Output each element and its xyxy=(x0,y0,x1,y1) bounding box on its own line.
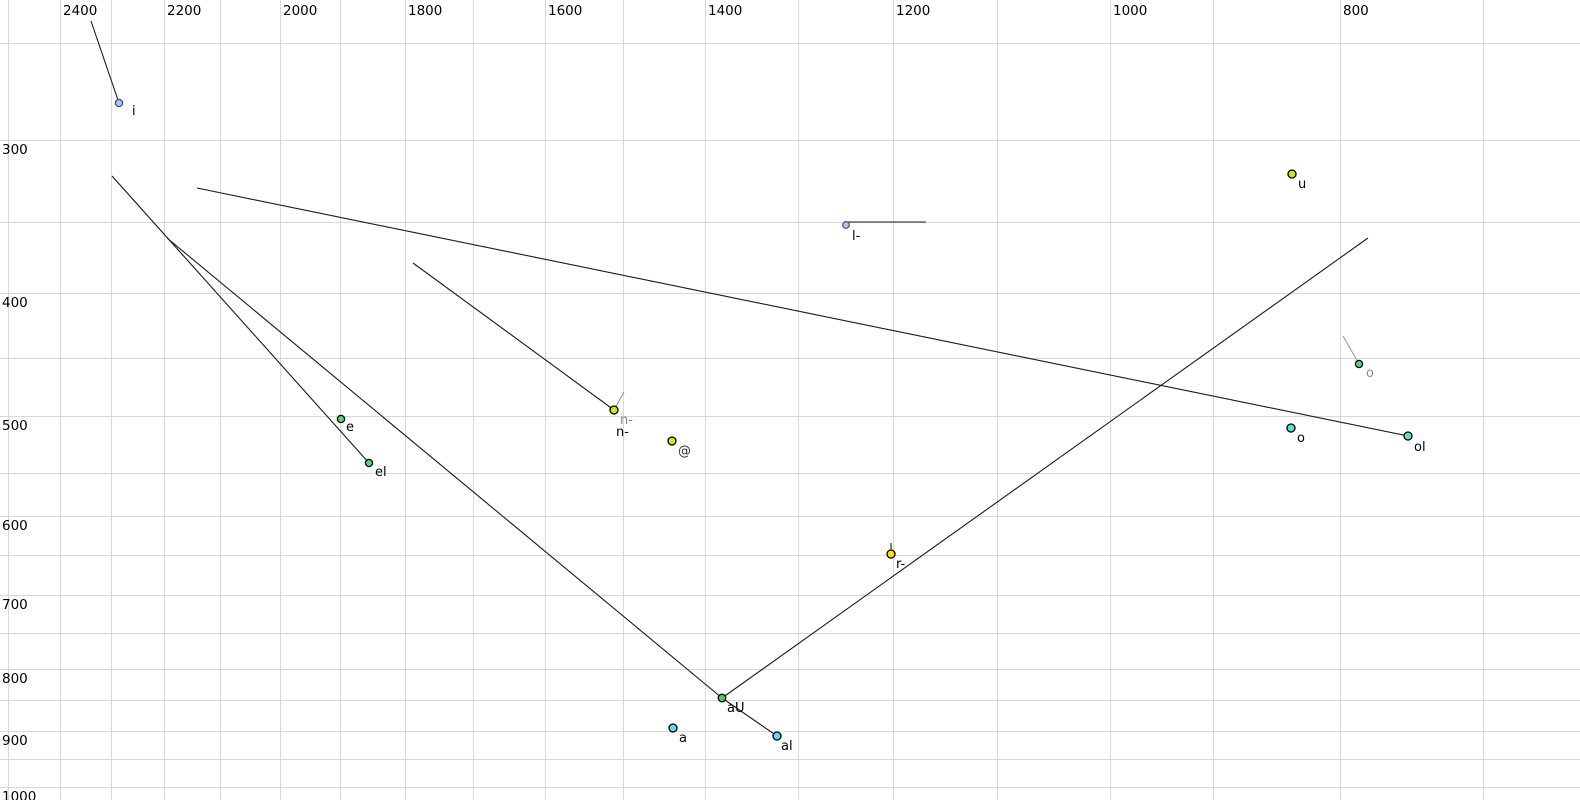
point-label-at: @ xyxy=(678,444,691,459)
point-e[interactable] xyxy=(336,414,346,424)
point-a[interactable] xyxy=(668,723,678,733)
x-tick-label-2200: 2200 xyxy=(167,3,201,19)
segment-au-al-glide xyxy=(721,697,778,737)
point-l-[interactable] xyxy=(842,221,850,229)
point-label-aU: aU xyxy=(727,701,744,716)
point-u[interactable] xyxy=(1287,169,1297,179)
segment-o-offglide-tail xyxy=(1342,335,1360,365)
segment-au-glide xyxy=(166,237,723,699)
y-tick-label-900: 900 xyxy=(2,733,28,749)
x-tick-label-2000: 2000 xyxy=(283,3,317,19)
point-label-n--1: n- xyxy=(616,425,629,440)
point-label-r-: r- xyxy=(896,557,906,572)
point-el[interactable] xyxy=(364,458,374,468)
point-label-al: al xyxy=(781,739,793,754)
x-tick-label-1000: 1000 xyxy=(1113,3,1147,19)
point-al[interactable] xyxy=(772,731,782,741)
segment-i-glide xyxy=(90,20,120,104)
point-at[interactable] xyxy=(667,436,677,446)
x-tick-label-1800: 1800 xyxy=(408,3,442,19)
x-tick-label-1400: 1400 xyxy=(708,3,742,19)
point-n-[interactable] xyxy=(609,405,619,415)
x-tick-label-2400: 2400 xyxy=(63,3,97,19)
y-tick-label-1000: 1000 xyxy=(2,789,36,800)
point-label-a: a xyxy=(679,731,687,746)
point-label-e: e xyxy=(346,420,354,435)
y-tick-label-700: 700 xyxy=(2,597,28,613)
point-r-[interactable] xyxy=(886,549,896,559)
point-ol[interactable] xyxy=(1403,431,1413,441)
y-tick-label-500: 500 xyxy=(2,418,28,434)
segment-au-up-glide xyxy=(721,237,1369,699)
point-label-i: i xyxy=(132,104,136,119)
y-tick-label-800: 800 xyxy=(2,671,28,687)
x-tick-label-1600: 1600 xyxy=(548,3,582,19)
segment-el-glide xyxy=(111,175,370,464)
point-label-ol: ol xyxy=(1414,440,1426,455)
x-tick-label-1200: 1200 xyxy=(896,3,930,19)
point-label-o: o xyxy=(1297,431,1305,446)
point-o-offglide[interactable] xyxy=(1354,359,1364,369)
point-label-l-: l- xyxy=(852,229,861,244)
point-label-el: el xyxy=(375,465,387,480)
point-label-n-: n- xyxy=(620,413,633,428)
y-tick-label-400: 400 xyxy=(2,295,28,311)
point-i[interactable] xyxy=(114,98,124,108)
point-o[interactable] xyxy=(1286,423,1296,433)
y-tick-label-600: 600 xyxy=(2,518,28,534)
x-tick-label-800: 800 xyxy=(1343,3,1369,19)
point-aU[interactable] xyxy=(717,693,727,703)
segment-n-glide xyxy=(412,262,615,411)
segment-ol-glide xyxy=(196,187,1409,437)
point-label-o-offglide: o xyxy=(1366,366,1374,381)
y-tick-label-300: 300 xyxy=(2,142,28,158)
point-label-u: u xyxy=(1298,177,1306,192)
